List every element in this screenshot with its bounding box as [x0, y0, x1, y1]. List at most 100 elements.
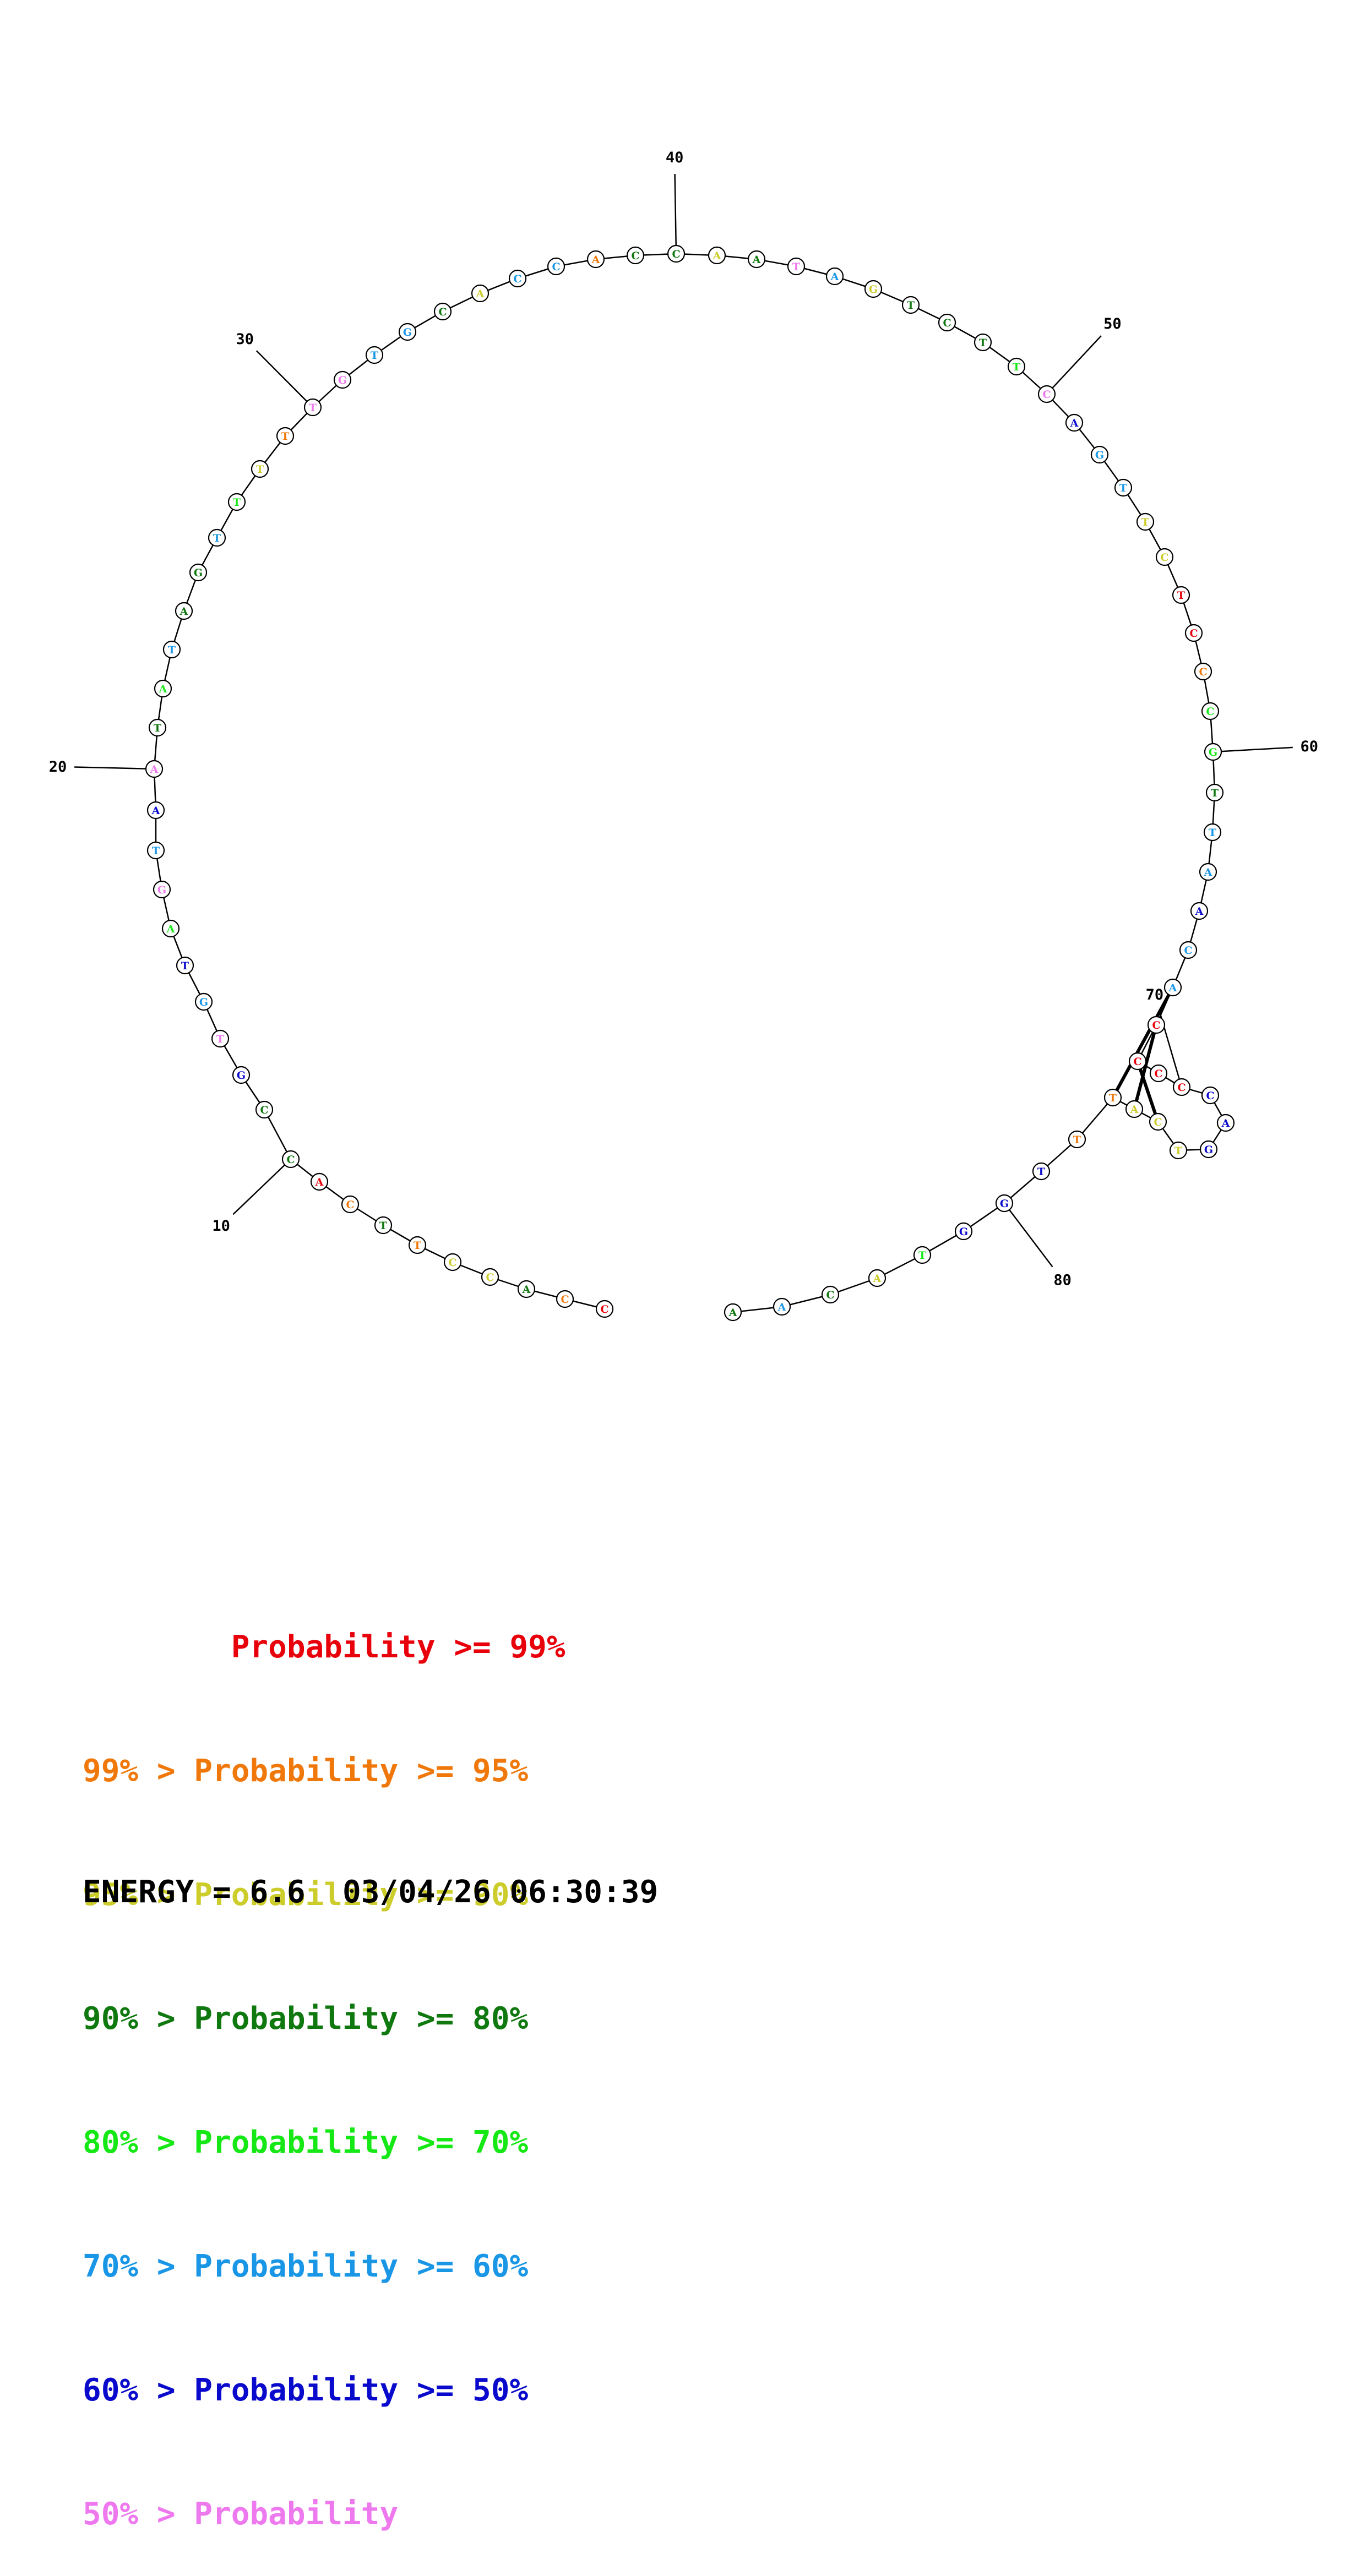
nucleotide-letter: A [150, 763, 159, 776]
nucleotide-circle [1190, 902, 1209, 920]
nucleotide-circle [954, 1222, 973, 1241]
nucleotide: C [1194, 662, 1212, 681]
nucleotide-letter: T [309, 402, 317, 414]
nucleotide-circle [1179, 941, 1198, 959]
nucleotide-circle [1172, 1078, 1191, 1096]
nucleotide: C [1149, 1064, 1168, 1083]
nucleotide-letter: C [1184, 945, 1192, 957]
nucleotide: T [251, 460, 269, 478]
nucleotide: C [481, 1268, 499, 1286]
backbone-segment [263, 1109, 292, 1160]
nucleotide-letter: G [1209, 746, 1217, 758]
nucleotide-circle [374, 1216, 393, 1235]
nucleotide-letter: T [918, 1249, 926, 1262]
nucleotide-letter: T [907, 299, 915, 312]
nucleotide-letter: G [237, 1069, 246, 1082]
nucleotide-letter: G [338, 374, 347, 386]
nucleotide-circle [1090, 445, 1109, 464]
nucleotide-letter: C [1042, 389, 1051, 401]
nucleotide: G [333, 370, 352, 389]
nucleotide-circle [1149, 1112, 1167, 1131]
nucleotide-letter: T [233, 496, 241, 509]
nucleotide-letter: G [199, 996, 208, 1008]
nucleotide: A [161, 919, 180, 938]
nucleotide-circle [341, 1195, 360, 1214]
nucleotide-letter: G [959, 1226, 968, 1238]
nucleotide-circle [938, 313, 956, 332]
nucleotide-letter: C [260, 1104, 268, 1116]
nucleotide-circle [517, 1280, 536, 1298]
nucleotide: C [433, 302, 452, 321]
nucleotide-circle [175, 602, 193, 620]
nucleotide: A [1199, 863, 1217, 881]
nucleotide: T [208, 528, 226, 547]
nucleotide-letter: C [486, 1271, 494, 1284]
nucleotide-circle [208, 528, 226, 547]
nucleotide-letter: T [414, 1240, 421, 1252]
nucleotide: T [1103, 1088, 1122, 1107]
nucleotide: T [1114, 478, 1133, 497]
nucleotide-circle [901, 296, 920, 314]
nucleotide-letter: T [154, 722, 161, 734]
nucleotide: C [1155, 548, 1174, 566]
nucleotide: G [189, 563, 208, 582]
nucleotide-circle [708, 246, 726, 265]
nucleotide: A [175, 602, 193, 620]
nucleotide-letter: T [216, 1033, 224, 1045]
nucleotide: C [281, 1150, 300, 1169]
nucleotide: C [341, 1195, 360, 1214]
nucleotide-letter: T [1141, 516, 1149, 528]
nucleotide: A [146, 801, 165, 820]
nucleotide-circle [825, 267, 844, 286]
probability-legend: Probability >= 99% 99% > Probability >= … [83, 1544, 565, 2576]
nucleotide: A [145, 760, 164, 778]
nucleotide-letter: G [1095, 449, 1104, 461]
nucleotide-circle [1199, 863, 1217, 881]
nucleotide-letter: C [513, 273, 521, 285]
tick-line [1212, 746, 1293, 753]
nucleotide-circle [586, 250, 605, 269]
nucleotide-circle [148, 718, 167, 737]
nucleotide: T [1172, 586, 1190, 604]
nucleotide-letter: T [181, 960, 189, 972]
nucleotide-circle [547, 257, 565, 276]
nucleotide-letter: T [792, 261, 800, 273]
nucleotide-letter: C [1133, 1056, 1141, 1068]
nucleotide: C [556, 1290, 574, 1308]
nucleotide-circle [787, 257, 806, 276]
nucleotide-circle [1032, 1162, 1051, 1181]
nucleotide-circle [471, 284, 490, 303]
nucleotide: T [1136, 512, 1155, 531]
nucleotide-letter: A [1070, 417, 1079, 429]
legend-row: 70% > Probability >= 60% [83, 2248, 529, 2284]
tick-label-40: 40 [666, 149, 684, 166]
nucleotide-circle [913, 1246, 932, 1264]
nucleotide-letter: A [777, 1301, 786, 1313]
legend-row: Probability >= 99% [83, 1629, 565, 1665]
nucleotide-letter: A [315, 1176, 324, 1188]
nucleotide-circle [211, 1029, 230, 1048]
nucleotide: C [667, 244, 686, 263]
nucleotide: C [1128, 1052, 1147, 1071]
nucleotide-circle [974, 333, 992, 352]
nucleotide-letter: T [1013, 361, 1020, 373]
nucleotide-circle [773, 1297, 791, 1316]
nucleotide-circle [821, 1285, 840, 1304]
nucleotide-letter: C [346, 1199, 354, 1211]
nucleotide-letter: C [286, 1154, 295, 1166]
tick-line [74, 766, 155, 770]
nucleotide: C [443, 1253, 462, 1271]
nucleotide-circle [281, 1150, 300, 1169]
nucleotide-circle [232, 1066, 251, 1084]
nucleotide-letter: C [631, 250, 639, 262]
nucleotide-letter: A [476, 288, 485, 300]
rna-structure-diagram: 10 20 30 40 50 60 70 80 C C A C C T T C A C C G T G T A G T A A T A T… [49, 149, 1318, 1322]
nucleotide-circle [1169, 1141, 1188, 1160]
nucleotide-letter: A [591, 254, 600, 266]
nucleotide: A [1065, 413, 1084, 432]
nucleotide-circle [1163, 978, 1182, 997]
nucleotide-letter: C [1177, 1082, 1185, 1094]
nucleotide: G [153, 880, 171, 899]
base-pair-line [1111, 986, 1174, 1099]
nucleotide-letter: T [1037, 1166, 1045, 1178]
